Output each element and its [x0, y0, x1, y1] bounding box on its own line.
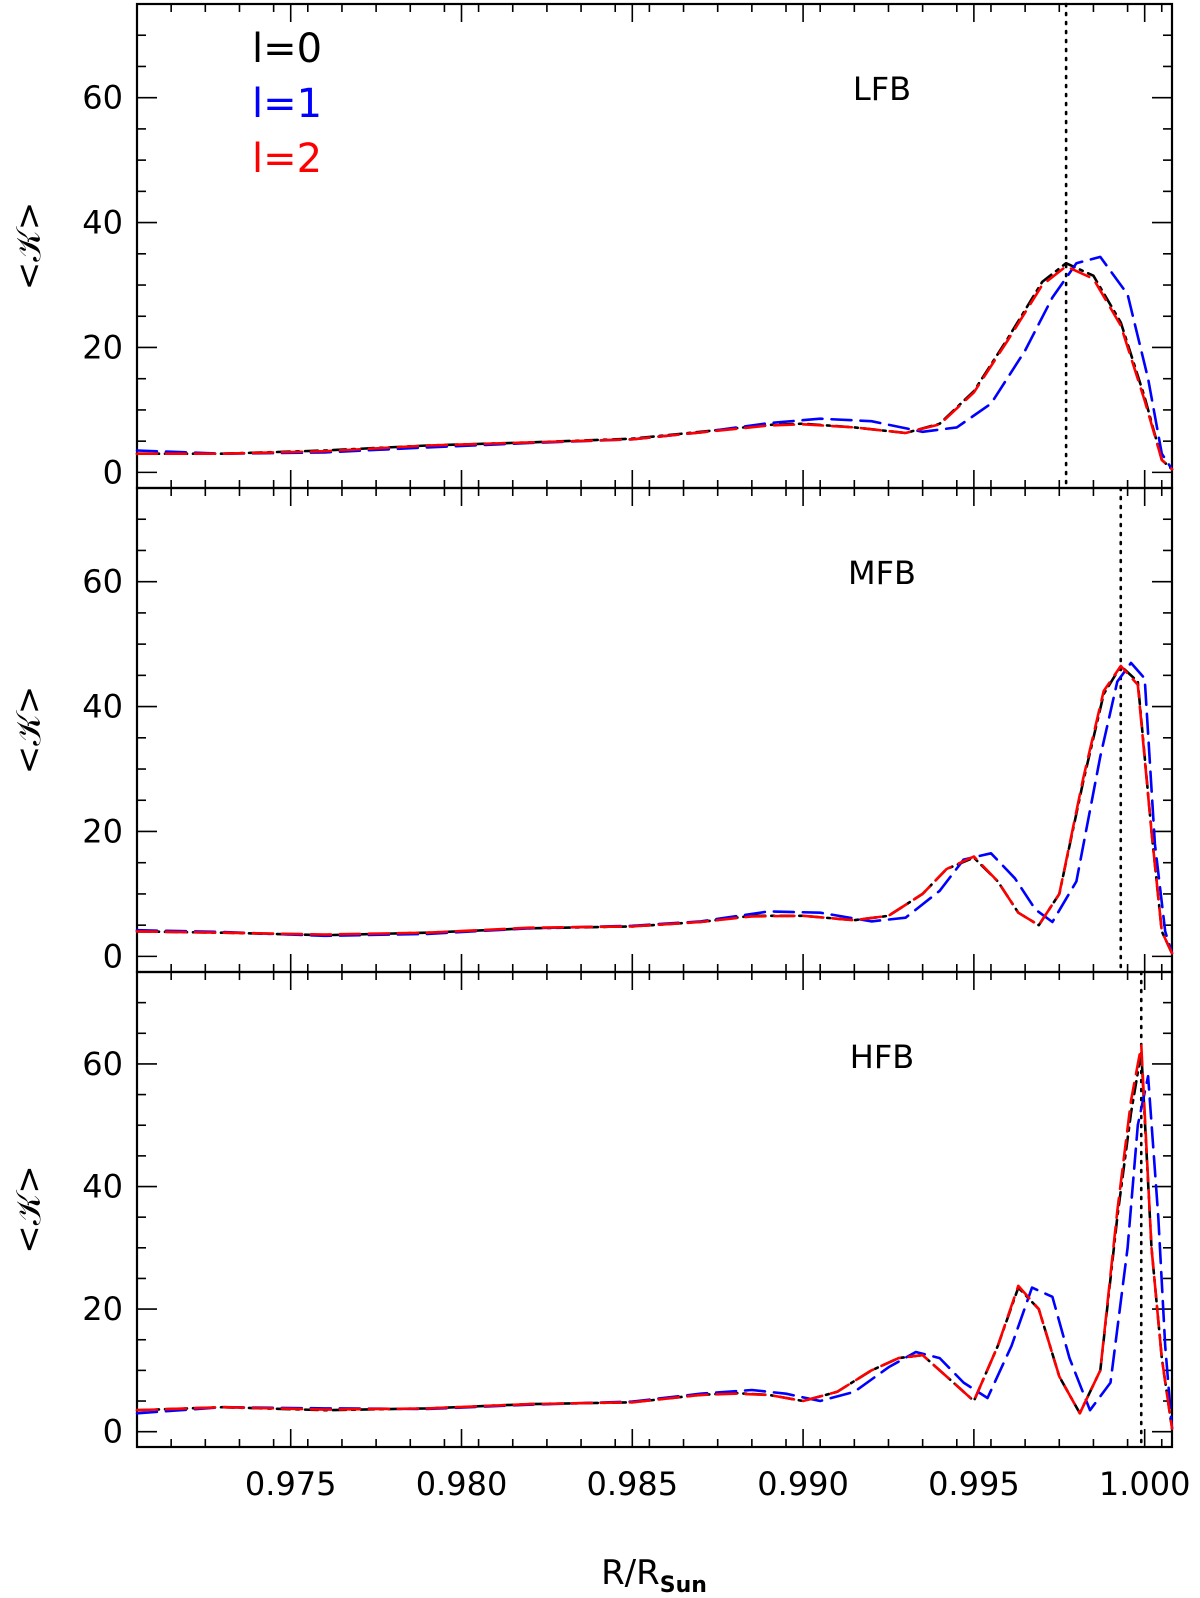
y-tick-label: 0	[103, 937, 123, 975]
y-axis-label: <𝒦>	[9, 1165, 49, 1254]
series-line-l-2	[135, 264, 1174, 471]
panel-label: MFB	[848, 554, 916, 592]
y-tick-label: 0	[103, 1413, 123, 1451]
series-line-l-1	[135, 255, 1174, 471]
y-tick-label: 60	[82, 79, 123, 117]
y-tick-label: 20	[82, 1290, 123, 1328]
panel-label: HFB	[850, 1038, 914, 1076]
y-tick-label: 40	[82, 688, 123, 726]
y-axis-label: <𝒦>	[9, 202, 49, 291]
series-line-l-1	[135, 1074, 1174, 1430]
x-tick-label: 0.995	[928, 1465, 1020, 1503]
x-tick-label: 0.985	[586, 1465, 678, 1503]
panel-label: LFB	[853, 70, 911, 108]
x-tick-label: 0.975	[245, 1465, 337, 1503]
panel-frame-1	[135, 486, 1174, 974]
legend-entry: l=2	[252, 136, 322, 182]
series-line-l-0	[135, 261, 1174, 471]
y-axis-label: <𝒦>	[9, 686, 49, 775]
x-axis-label: R/RSun	[601, 1553, 707, 1593]
series-line-l-2	[135, 664, 1174, 955]
legend-entry: l=0	[252, 26, 322, 72]
legend-entry: l=1	[252, 81, 322, 127]
panel-frame-2	[135, 970, 1174, 1449]
y-tick-label: 20	[82, 328, 123, 366]
series-line-l-2	[135, 1044, 1174, 1430]
y-tick-label: 40	[82, 1168, 123, 1206]
y-tick-label: 20	[82, 812, 123, 850]
y-tick-label: 60	[82, 563, 123, 601]
x-tick-label: 0.990	[757, 1465, 849, 1503]
y-tick-label: 40	[82, 204, 123, 242]
panel-frame-0	[135, 2, 1174, 490]
series-line-l-0	[135, 1050, 1174, 1430]
x-tick-label: 0.980	[416, 1465, 508, 1503]
y-tick-label: 0	[103, 453, 123, 491]
x-tick-label: 1.000	[1099, 1465, 1191, 1503]
y-tick-label: 60	[82, 1045, 123, 1083]
